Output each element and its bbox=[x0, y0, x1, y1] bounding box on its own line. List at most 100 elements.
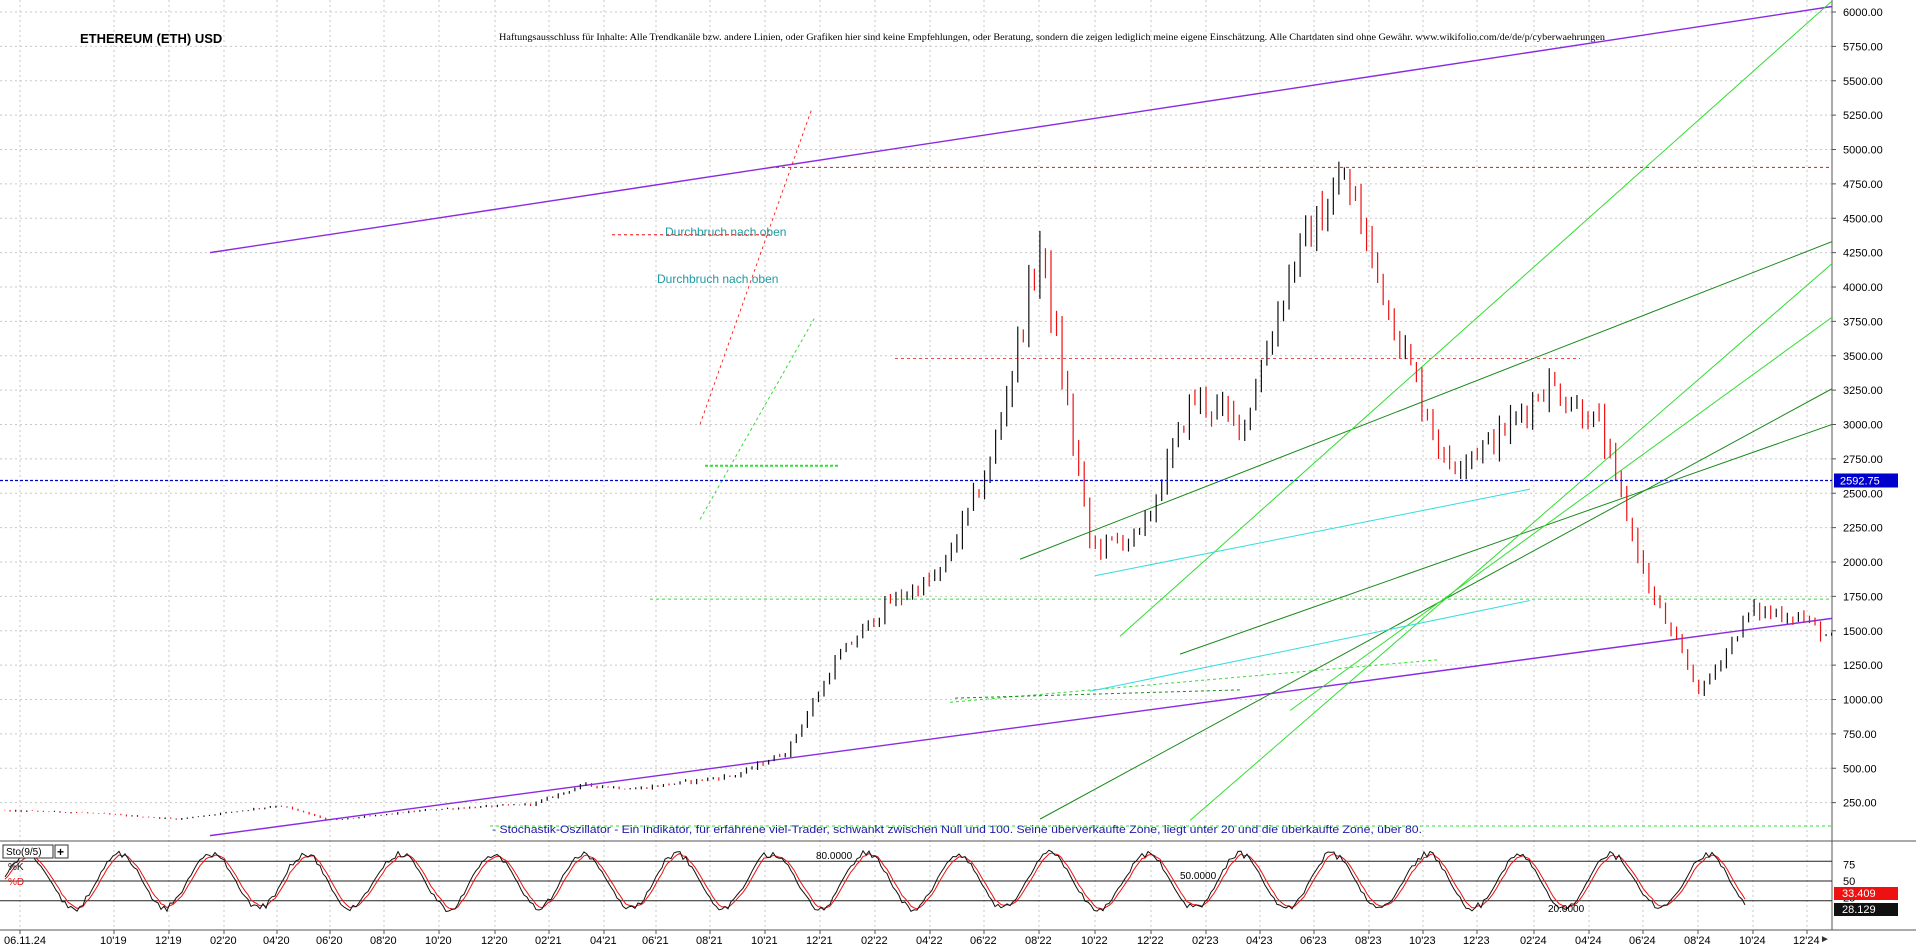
stochastic-panel: Sto(9/5) + %K %D 80.0000 50.0000 20.0000… bbox=[0, 844, 1898, 916]
y-tick-label: 1750.00 bbox=[1843, 591, 1883, 603]
x-tick-label: 12'21 bbox=[806, 935, 833, 947]
x-tick-label: 10'21 bbox=[751, 935, 778, 947]
y-tick-label: 2750.00 bbox=[1843, 454, 1883, 466]
x-tick-label: 06'21 bbox=[642, 935, 669, 947]
x-tick-label: 04'21 bbox=[590, 935, 617, 947]
stoch-tick-label: 50 bbox=[1843, 876, 1855, 888]
y-tick-label: 5000.00 bbox=[1843, 145, 1883, 157]
x-tick-label: 02'20 bbox=[210, 935, 237, 947]
y-tick-label: 5500.00 bbox=[1843, 76, 1883, 88]
y-tick-label: 2000.00 bbox=[1843, 557, 1883, 569]
x-tick-label: 10'20 bbox=[425, 935, 452, 947]
support-dashed-green bbox=[949, 659, 1441, 703]
x-tick-label: 02'22 bbox=[861, 935, 888, 947]
stoch-d-legend: %D bbox=[8, 877, 24, 888]
trend-dark-lower bbox=[1039, 388, 1832, 820]
y-tick-label: 500.00 bbox=[1843, 763, 1877, 775]
x-tick-label: 12'23 bbox=[1463, 935, 1490, 947]
y-tick-label: 250.00 bbox=[1843, 798, 1877, 810]
breakout-annotation-2: Durchbruch nach oben bbox=[657, 272, 778, 286]
x-tick-label: 12'20 bbox=[481, 935, 508, 947]
stoch-level-50-label: 50.0000 bbox=[1180, 871, 1217, 882]
x-tick-label: 10'19 bbox=[100, 935, 127, 947]
stoch-label-box bbox=[2, 844, 54, 859]
x-tick-label: 08'22 bbox=[1025, 935, 1052, 947]
x-tick-label: 04'22 bbox=[916, 935, 943, 947]
time-axis[interactable]: 06.11.24 10'19 12'19 02'20 04'20 06'20 08'20 10… bbox=[4, 930, 1820, 947]
plus-icon[interactable]: + bbox=[57, 845, 64, 859]
y-tick-label: 3000.00 bbox=[1843, 420, 1883, 432]
stoch-title: Sto(9/5) bbox=[6, 847, 42, 858]
x-tick-label: 02'21 bbox=[535, 935, 562, 947]
x-tick-label: 12'19 bbox=[155, 935, 182, 947]
chart-title: ETHEREUM (ETH) USD bbox=[80, 31, 222, 46]
x-tick-label: 02'24 bbox=[1520, 935, 1547, 947]
stoch-d-value: 28.129 bbox=[1842, 904, 1876, 916]
y-tick-label: 1500.00 bbox=[1843, 626, 1883, 638]
y-tick-label: 3250.00 bbox=[1843, 385, 1883, 397]
x-tick-label: 08'20 bbox=[370, 935, 397, 947]
trend-light-steep bbox=[1119, 0, 1832, 637]
x-tick-label: 12'24 bbox=[1793, 935, 1820, 947]
current-price-label: 2592.75 bbox=[1840, 475, 1880, 487]
stoch-k-line bbox=[4, 849, 1746, 913]
y-tick-label: 2500.00 bbox=[1843, 488, 1883, 500]
x-tick-label: 06'24 bbox=[1629, 935, 1656, 947]
stoch-k-badge bbox=[1834, 887, 1898, 900]
trend-light-mid bbox=[1289, 316, 1832, 711]
x-tick-label: 10'24 bbox=[1739, 935, 1766, 947]
trend-dark-upper bbox=[1019, 241, 1832, 560]
y-tick-label: 4750.00 bbox=[1843, 179, 1883, 191]
stoch-tick-label: 75 bbox=[1843, 860, 1855, 872]
y-tick-label: 4250.00 bbox=[1843, 248, 1883, 260]
stoch-d-badge bbox=[1834, 903, 1898, 916]
stoch-level-20-label: 20.0000 bbox=[1548, 904, 1585, 915]
y-tick-label: 4000.00 bbox=[1843, 282, 1883, 294]
y-tick-label: 3500.00 bbox=[1843, 351, 1883, 363]
y-tick-label: 1250.00 bbox=[1843, 660, 1883, 672]
x-tick-label: 08'21 bbox=[696, 935, 723, 947]
x-tick-label: 04'24 bbox=[1575, 935, 1602, 947]
y-tick-label: 2250.00 bbox=[1843, 523, 1883, 535]
stoch-k-legend: %K bbox=[8, 862, 24, 873]
y-tick-label: 5750.00 bbox=[1843, 41, 1883, 53]
price-axis[interactable]: 6000.00 5750.00 5500.00 5250.00 5000.00 4750.… bbox=[1832, 7, 1883, 810]
stochastic-note: - Stochastik-Oszillator - Ein Indikator,… bbox=[492, 824, 1422, 836]
y-tick-label: 1000.00 bbox=[1843, 695, 1883, 707]
channel-lower-line bbox=[209, 617, 1832, 837]
x-tick-label: 10'23 bbox=[1409, 935, 1436, 947]
x-tick-label: 08'24 bbox=[1684, 935, 1711, 947]
x-tick-label: 10'22 bbox=[1081, 935, 1108, 947]
x-tick-label: 04'20 bbox=[263, 935, 290, 947]
cyan-upper-line bbox=[1094, 488, 1531, 577]
trend-dashed-green bbox=[699, 317, 816, 520]
trendline-layer[interactable] bbox=[209, 0, 1832, 837]
cyan-lower-line bbox=[1089, 600, 1531, 692]
scroll-right-icon[interactable]: ► bbox=[1820, 934, 1830, 945]
x-tick-label: 04'23 bbox=[1246, 935, 1273, 947]
x-tick-label: 08'23 bbox=[1355, 935, 1382, 947]
x-tick-label: 06'23 bbox=[1300, 935, 1327, 947]
breakout-annotation-1: Durchbruch nach oben bbox=[665, 225, 786, 239]
trend-dark-mid bbox=[1179, 424, 1832, 655]
current-price-badge bbox=[1834, 473, 1898, 488]
y-tick-label: 3750.00 bbox=[1843, 316, 1883, 328]
trend-dashed-red bbox=[699, 108, 813, 425]
x-tick-label: 06.11.24 bbox=[4, 935, 46, 947]
x-tick-label: 02'23 bbox=[1192, 935, 1219, 947]
stoch-k-value: 33.409 bbox=[1842, 888, 1876, 900]
x-tick-label: 06'20 bbox=[316, 935, 343, 947]
y-tick-label: 4500.00 bbox=[1843, 213, 1883, 225]
stoch-expand-button[interactable] bbox=[54, 844, 69, 859]
stoch-level-80-label: 80.0000 bbox=[816, 851, 853, 862]
grid-lines bbox=[0, 0, 1832, 930]
y-tick-label: 750.00 bbox=[1843, 729, 1877, 741]
y-tick-label: 5250.00 bbox=[1843, 110, 1883, 122]
disclaimer-text: Haftungsausschluss für Inhalte: Alle Tre… bbox=[499, 32, 1606, 42]
price-series bbox=[4, 161, 1832, 821]
trend-light-steep-2 bbox=[1189, 263, 1832, 821]
x-tick-label: 06'22 bbox=[970, 935, 997, 947]
y-tick-label: 6000.00 bbox=[1843, 7, 1883, 19]
channel-upper-line bbox=[209, 5, 1832, 254]
